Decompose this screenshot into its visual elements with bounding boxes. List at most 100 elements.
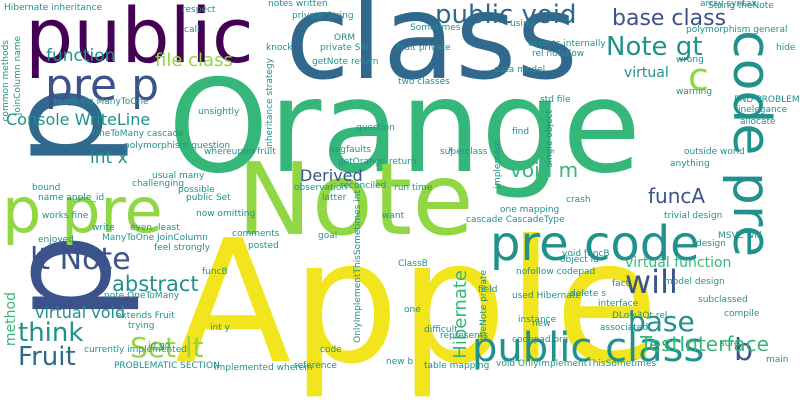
word-virtual-function: virtual function [625,255,732,271]
word-void-funcb: void funcB [562,249,610,259]
word-public-set: public Set [186,193,231,203]
word-reference: reference [294,361,337,371]
word-testinterface: TestInterface [640,332,769,356]
word-hibernate-inheritance: Hibernate inheritance [4,3,103,13]
word-bound: bound [32,183,61,193]
word-fact: fact [612,279,630,289]
word-name-apple-id: name apple_id [38,193,105,203]
word-hide: hide [776,43,796,53]
word-run-time: run time [394,183,433,193]
word-unsightly: unsightly [198,107,240,117]
word-polymorphism-general: polymorphism general [686,25,788,35]
word-common-methods: common methods [1,40,11,122]
word-wrong: wrong [676,55,704,65]
word-one-mapping: one mapping [500,205,560,215]
word-problematic-section: PROBLEMATIC SECTION [114,361,220,371]
word-derived: Derived [300,166,363,185]
word-virtual-void: virtual void [35,303,126,322]
word-implement: implement [493,140,503,189]
word-sure: sure [720,339,740,349]
word-private-string: private String [292,11,354,21]
word-main: main [766,355,789,365]
word-instance: instance [518,315,557,325]
word-rel-nofollow: rel nofollow [532,49,585,59]
word-allocate: allocate [740,117,776,127]
word-function: function [46,46,116,66]
word-apple: Apple [175,204,659,400]
word-getorange-return: getOrange return [338,157,417,167]
word-b: b [734,333,754,368]
word-one: one [404,305,421,315]
word-note: Note [237,141,474,258]
word-notes-written: notes written [268,0,328,9]
word-crash: crash [566,195,591,205]
word-string-thenote: String theNote [708,1,774,11]
word-data-model: data model [494,65,546,75]
word-using: using [510,19,535,29]
word-void-m: void m [510,158,579,182]
word-virtual: virtual [624,65,669,81]
word-respect: respect [182,5,216,15]
word-public: public [25,0,254,80]
word-outside-world: outside world [684,147,745,157]
word-possible: possible [178,185,215,195]
word-note-onetomany: note OneToMany [104,291,180,301]
word-sometimes: Sometimes [410,23,461,33]
word-public-void: public void [435,0,577,30]
word-int-y: int y [210,323,230,333]
word-write: write [92,223,115,233]
word-pre-code: pre code [490,216,700,272]
word-warning: warning [676,87,713,97]
word-objects-internally: objects internally [528,39,606,49]
word-latter: latter [322,193,347,203]
word-cascade-cascadetype: cascade CascadeType [466,215,565,225]
word-trivial-design: trivial design [664,211,723,221]
word-represents: represents [440,331,488,341]
word-hibernate: Hibernate [450,270,471,359]
word-int-x: int x [90,148,128,168]
word-compile: compile [724,309,760,319]
word-onetomany-cascade: OneToMany cascade [92,129,184,139]
word-used-hibernate: used Hibernate [512,291,581,301]
word-interface: interface [598,299,639,309]
word-pre-p: pre p [45,60,160,111]
word-end-problematic: END PROBLEMATIC [734,95,800,105]
word-design: design [696,239,726,249]
word-std-file: std file [540,95,571,105]
word-class: class [285,0,578,106]
word-comments: comments [232,229,280,239]
word-single-object: single object [545,110,555,168]
word-orm: ORM [334,33,356,43]
word-now-omitting: now omitting [196,209,256,219]
word-delete-s: delete s [570,289,606,299]
word-public-class: public class [472,325,705,371]
word-anything: anything [670,159,710,169]
word-feel-strongly: feel strongly [154,243,211,253]
word-superclass: superclass [440,147,488,157]
word-knock: knock [266,43,293,53]
word-extends-fruit: extends Fruit [116,311,175,321]
word-field: field [478,285,498,295]
word-two-classes: two classes [398,77,450,87]
word-funcb: funcB [202,267,228,277]
word-associated: associated [600,323,649,333]
word-void-onlyimplement: void OnlyImplementThisSometimes [496,359,657,369]
word-nofollow-codepad: nofollow codepad [516,267,596,277]
word-array-syntax: array syntax [700,0,757,9]
word-code: code [320,345,342,355]
word-dlow3qt-rel: DLow3Qt rel [612,311,668,321]
word-onlyimplement-int: OnlyImplementThisSometimes int [353,190,363,343]
word-least: least [158,223,180,233]
word-works-fine: works fine [42,211,89,221]
word-implemented-wherein: implemented wherein [214,363,313,373]
word-subclassed: subclassed [698,295,748,305]
word-polymorphism-question: polymorphism question [124,141,231,151]
word-goal: goal [318,231,338,241]
word-set-lt: Set lt [130,331,204,364]
word-base: base [628,305,695,338]
word-console-writeline: Console WriteLine [6,110,151,129]
word-segfaults: segfaults [330,145,372,155]
word-think: think [18,318,84,348]
word-p-pre: p pre [2,174,163,247]
word-getnote-return: getNote return [312,57,379,67]
